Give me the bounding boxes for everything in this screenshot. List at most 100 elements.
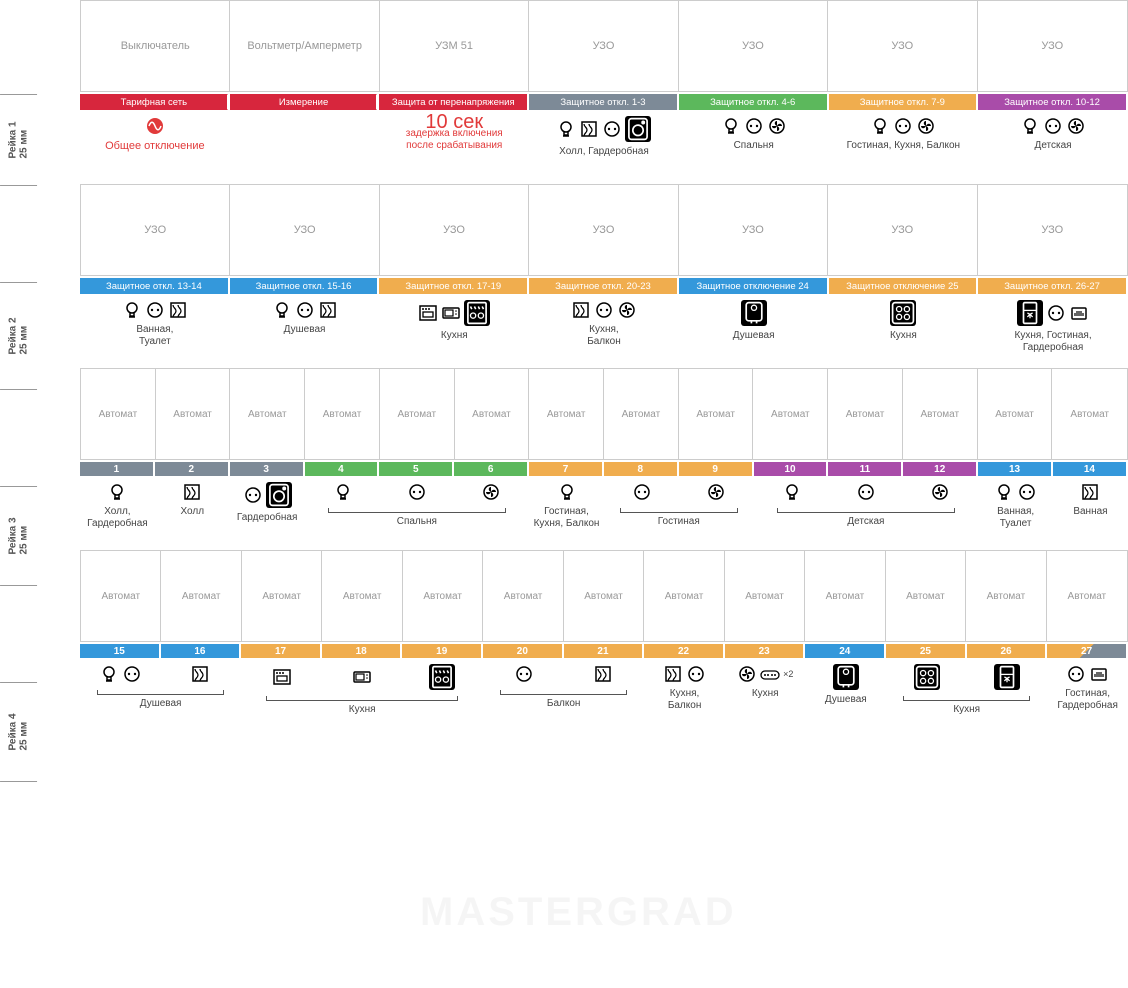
- slot: Автомат: [242, 551, 322, 641]
- socket-icon: [243, 485, 263, 505]
- desc-cell: Гардеробная: [230, 480, 305, 544]
- hob-icon: [890, 300, 916, 326]
- bulb-icon: [556, 119, 576, 139]
- bulb-icon: [107, 482, 127, 502]
- tag: Защитное откл. 13-14: [80, 278, 228, 294]
- slot: УЗО: [828, 1, 977, 91]
- slot: Автомат: [380, 369, 455, 459]
- floor-icon: [579, 119, 599, 139]
- desc-cell: Холл: [155, 480, 230, 544]
- auto-descs: ДушеваяКухняБалконКухня, Балкон×2КухняДу…: [80, 662, 1128, 726]
- slot: Автомат: [161, 551, 241, 641]
- bulb-icon: [1020, 116, 1040, 136]
- fridge-icon: [994, 664, 1020, 690]
- socket-icon: [893, 116, 913, 136]
- slot: УЗО: [978, 1, 1127, 91]
- tag: Защита от перенапряжения: [379, 94, 527, 110]
- bulb-icon: [994, 482, 1014, 502]
- net-icon: [1069, 303, 1089, 323]
- tag: Защитное откл. 4-6: [679, 94, 827, 110]
- slot: УЗО: [828, 185, 977, 275]
- slot: Автомат: [81, 551, 161, 641]
- num-tag: 26: [967, 644, 1046, 658]
- socket-icon: [594, 300, 614, 320]
- desc-cell: Душевая: [80, 662, 241, 726]
- desc-cell: Кухня: [829, 298, 979, 362]
- oven-icon: [272, 667, 292, 687]
- tag: Тарифная сеть: [80, 94, 228, 110]
- slot: Автомат: [156, 369, 231, 459]
- socket-icon: [744, 116, 764, 136]
- num-tag: 12: [903, 462, 976, 476]
- rail-label: Рейка 325 мм: [0, 486, 37, 586]
- desc-cell: Детская: [754, 480, 979, 544]
- bulb-icon: [721, 116, 741, 136]
- num-tag: 17: [241, 644, 320, 658]
- socket-icon: [1046, 303, 1066, 323]
- rail-label: Рейка 225 мм: [0, 282, 37, 390]
- num-tag: 27: [1047, 644, 1126, 658]
- slot: Автомат: [81, 369, 156, 459]
- slot: Автомат: [529, 369, 604, 459]
- slot: Автомат: [828, 369, 903, 459]
- slot: Автомат: [978, 369, 1053, 459]
- desc-cell: Кухня, Балкон: [644, 662, 725, 726]
- desc-cell: Гостиная, Кухня, Балкон: [529, 480, 604, 544]
- fan-icon: [706, 482, 726, 502]
- num-tag: 2: [155, 462, 228, 476]
- fan-icon: [1066, 116, 1086, 136]
- socket-icon: [686, 664, 706, 684]
- num-tag: 24: [805, 644, 884, 658]
- slot: Вольтметр/Амперметр: [230, 1, 379, 91]
- num-tag: 14: [1053, 462, 1126, 476]
- slot: УЗО: [230, 185, 379, 275]
- fridge-icon: [1017, 300, 1043, 326]
- num-row: 1234567891011121314: [80, 462, 1128, 476]
- slot: Автомат: [753, 369, 828, 459]
- num-tag: 3: [230, 462, 303, 476]
- socket-icon: [1066, 664, 1086, 684]
- row1-slots: ВыключательВольтметр/АмперметрУЗМ 51УЗОУ…: [80, 0, 1128, 92]
- desc-cell: Общее отключение: [80, 114, 230, 178]
- desc-cell: Душевая: [679, 298, 829, 362]
- row2-descs: Ванная, ТуалетДушеваяКухняКухня, БалконД…: [80, 298, 1128, 362]
- floor-icon: [168, 300, 188, 320]
- bulb-icon: [122, 300, 142, 320]
- num-tag: 18: [322, 644, 401, 658]
- socket-icon: [407, 482, 427, 502]
- socket-icon: [145, 300, 165, 320]
- slot: Автомат: [305, 369, 380, 459]
- socket-icon: [1043, 116, 1063, 136]
- num-tag: 7: [529, 462, 602, 476]
- num-tag: 19: [402, 644, 481, 658]
- num-tag: 9: [679, 462, 752, 476]
- msocket-icon: [760, 664, 780, 684]
- slot: Автомат: [455, 369, 530, 459]
- slot: Автомат: [1052, 369, 1127, 459]
- sine-icon: [145, 116, 165, 136]
- desc-cell: [230, 114, 380, 178]
- slot: Автомат: [966, 551, 1046, 641]
- slot: Автомат: [1047, 551, 1127, 641]
- desc-cell: Детская: [978, 114, 1128, 178]
- desc-cell: Гостиная, Кухня, Балкон: [829, 114, 979, 178]
- tag: Защитное отключение 24: [679, 278, 827, 294]
- desc-cell: Кухня: [379, 298, 529, 362]
- slot: Автомат: [805, 551, 885, 641]
- slot: УЗО: [529, 1, 678, 91]
- desc-cell: 10 секзадержка включенияпосле срабатыван…: [379, 114, 529, 178]
- slot: УЗО: [679, 185, 828, 275]
- bulb-icon: [782, 482, 802, 502]
- watermark: MASTERGRAD: [420, 890, 737, 935]
- floor-icon: [571, 300, 591, 320]
- socket-icon: [632, 482, 652, 502]
- desc-cell: Душевая: [230, 298, 380, 362]
- num-tag: 13: [978, 462, 1051, 476]
- fan-icon: [916, 116, 936, 136]
- net-icon: [1089, 664, 1109, 684]
- slot: Автомат: [644, 551, 724, 641]
- num-tag: 8: [604, 462, 677, 476]
- desc-cell: Холл, Гардеробная: [529, 114, 679, 178]
- tag: Защитное отключение 25: [829, 278, 977, 294]
- fan-icon: [767, 116, 787, 136]
